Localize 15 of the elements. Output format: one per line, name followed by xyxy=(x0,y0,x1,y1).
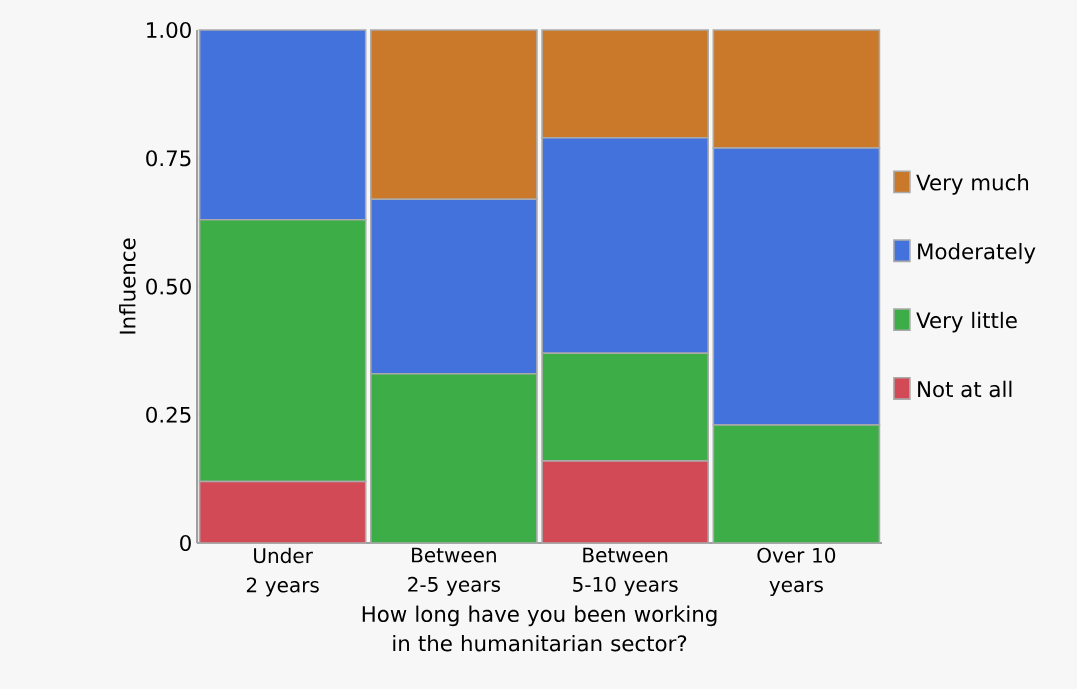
legend-label: Not at all xyxy=(918,380,1012,398)
x-axis-title: How long have you been working in the humanitarian sector? xyxy=(362,605,717,652)
legend-label: Very little xyxy=(916,311,1017,333)
x-tick-label: Over 10 years xyxy=(757,547,836,597)
y-tick-label: 0 xyxy=(180,534,191,552)
y-axis-title: Influence xyxy=(119,238,136,334)
legend-label: Very much xyxy=(916,174,1029,195)
y-tick-label: 0.50 xyxy=(146,278,191,295)
x-tick-label: Between 5-10 years xyxy=(573,547,678,596)
x-tick-label: Between 2-5 years xyxy=(408,547,501,596)
x-tick-label: Under 2 years xyxy=(246,547,319,597)
legend-label: Moderately xyxy=(918,242,1036,264)
y-tick-label: 0.75 xyxy=(146,150,191,167)
y-tick-label: 0.25 xyxy=(146,406,191,423)
y-tick-label: 1.00 xyxy=(147,21,191,39)
